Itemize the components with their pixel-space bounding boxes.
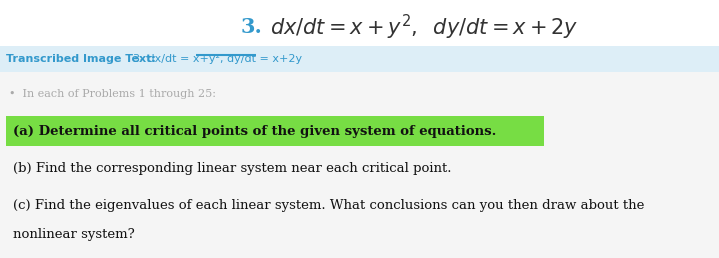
- Bar: [0, 72, 719, 258]
- Text: $dx/dt = x + y^2, \;\; dy/dt = x + 2y$: $dx/dt = x + y^2, \;\; dy/dt = x + 2y$: [270, 12, 578, 42]
- Bar: [6, 116, 544, 146]
- Text: 3- dx/dt = x+y², dy/dt = x+2y: 3- dx/dt = x+y², dy/dt = x+2y: [126, 54, 302, 64]
- Text: Transcribed Image Text:: Transcribed Image Text:: [6, 54, 155, 64]
- Text: (c) Find the eigenvalues of each linear system. What conclusions can you then dr: (c) Find the eigenvalues of each linear …: [13, 199, 644, 212]
- Bar: [0, 46, 719, 72]
- Text: (b) Find the corresponding linear system near each critical point.: (b) Find the corresponding linear system…: [13, 163, 452, 175]
- Text: •  In each of Problems 1 through 25:: • In each of Problems 1 through 25:: [9, 89, 216, 99]
- Text: (a) Determine all critical points of the given system of equations.: (a) Determine all critical points of the…: [13, 125, 496, 138]
- Text: 3.: 3.: [241, 17, 262, 37]
- Text: nonlinear system?: nonlinear system?: [13, 228, 134, 241]
